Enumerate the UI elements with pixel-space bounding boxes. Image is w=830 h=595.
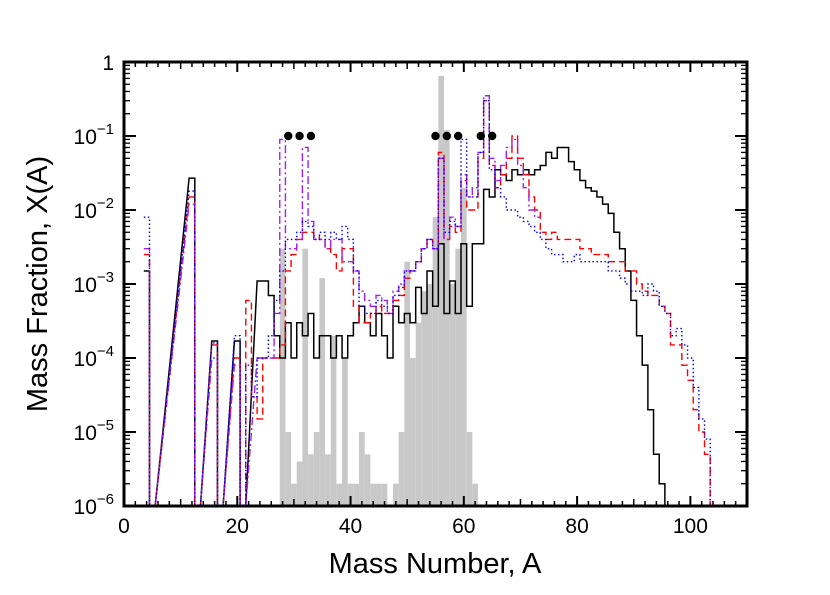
gray-bar-A41 (353, 483, 360, 506)
gray-bars-layer (279, 75, 478, 506)
gray-bar-A32 (302, 248, 309, 506)
gray-bar-A35 (319, 278, 326, 506)
y-tick-label: 1 (102, 52, 114, 75)
gray-bar-A29 (285, 432, 292, 506)
gray-bar-A44 (370, 483, 377, 506)
y-tick-label: 10−4 (74, 343, 114, 371)
x-tick-label: 0 (118, 515, 130, 538)
gray-bar-A54 (427, 284, 433, 506)
gray-bar-A42 (359, 432, 365, 506)
gray-bar-A53 (421, 291, 427, 506)
gray-bar-A49 (398, 432, 405, 506)
marker-dot-A33 (306, 131, 316, 141)
markers-layer (284, 131, 497, 141)
marker-dot-A63 (476, 131, 486, 141)
y-axis-title: Mass Fraction, X(A) (22, 156, 54, 412)
series-lines-layer (143, 95, 716, 506)
y-tick-label: 10−1 (74, 121, 114, 149)
gray-bar-A31 (296, 461, 303, 506)
gray-bar-A39 (342, 358, 348, 506)
gray-bar-A46 (381, 483, 388, 506)
gray-bar-A48 (393, 483, 399, 506)
gray-bar-A55 (432, 217, 439, 506)
y-tick-label: 10−3 (74, 269, 114, 297)
marker-dot-A59 (453, 131, 463, 141)
gray-bar-A40 (347, 483, 354, 506)
marker-dot-A57 (442, 131, 452, 141)
gray-bar-A36 (325, 454, 331, 506)
gray-bar-A52 (415, 322, 422, 506)
marker-dot-A31 (295, 131, 304, 141)
x-tick-label: 60 (452, 515, 475, 538)
series-black-solid (143, 146, 671, 506)
tick-labels-layer: 0 20 40 60 80 100 10−6 10−5 10−4 10−3 10−2 10−1 1 (74, 52, 708, 538)
gray-bar-A51 (410, 358, 416, 506)
gray-bar-A28 (279, 248, 286, 506)
gray-bar-A30 (291, 483, 297, 506)
gray-bar-A57 (444, 130, 450, 506)
y-tick-label: 10−5 (74, 417, 114, 445)
gray-bar-A60 (460, 187, 467, 506)
series-red-dashed (143, 99, 716, 506)
gray-bar-A34 (313, 432, 320, 506)
marker-dot-A55 (431, 131, 440, 141)
series-blue-dotted (143, 99, 716, 506)
gray-bar-A37 (330, 335, 337, 506)
x-axis-title: Mass Number, A (329, 548, 542, 580)
gray-bar-A56 (438, 75, 444, 506)
gray-bar-A59 (455, 248, 461, 506)
gray-bar-A43 (364, 454, 371, 506)
gray-bar-A45 (376, 483, 382, 506)
marker-dot-A29 (284, 131, 293, 141)
x-tick-label: 40 (339, 515, 362, 538)
gray-bar-A58 (449, 284, 456, 506)
y-tick-label: 10−2 (74, 195, 114, 223)
series-purple-dashdot (143, 95, 541, 506)
marker-dot-A65 (487, 131, 497, 141)
x-tick-label: 80 (565, 515, 588, 538)
x-tick-label: 100 (673, 515, 708, 538)
x-tick-label: 20 (226, 515, 249, 538)
gray-bar-A61 (466, 432, 473, 506)
gray-bar-A50 (404, 261, 411, 506)
y-tick-label: 10−6 (74, 491, 114, 519)
gray-bar-A62 (472, 483, 478, 506)
gray-bar-A38 (336, 483, 343, 506)
gray-bar-A33 (308, 454, 314, 506)
ticks-layer (123, 61, 747, 507)
